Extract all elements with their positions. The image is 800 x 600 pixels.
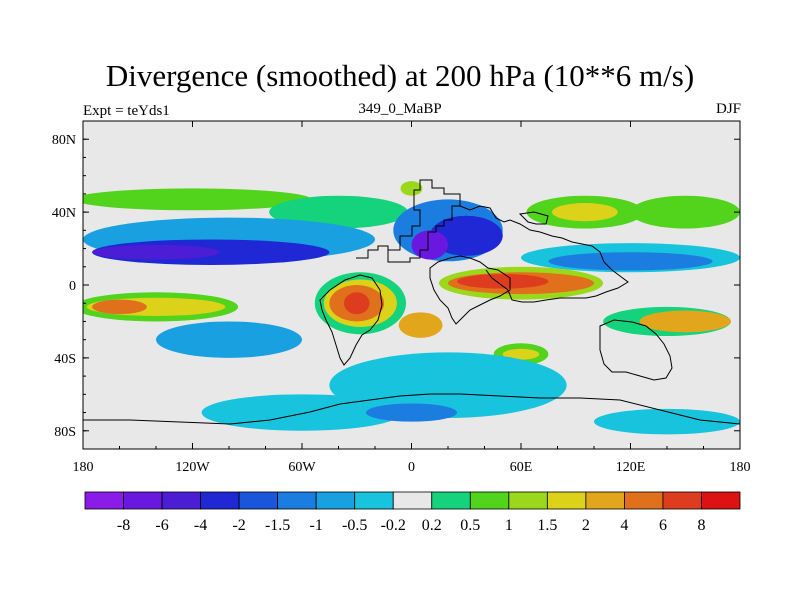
- y-axis: 80N 40N 0 40S 80S: [52, 133, 740, 440]
- field-region-26: [639, 310, 731, 333]
- divergence-field: [83, 181, 740, 435]
- colorbar-label-11: 1.5: [537, 517, 557, 534]
- colorbar-swatch-9: [431, 491, 471, 510]
- colorbar-label-4: -1.5: [265, 517, 290, 534]
- colorbar-swatch-7: [354, 491, 394, 510]
- x-tick-label-1: 120W: [175, 460, 210, 475]
- colorbar-swatch-15: [662, 491, 702, 510]
- x-tick-label-2: 60W: [288, 460, 316, 475]
- y-tick-label-3: 40S: [54, 352, 76, 367]
- field-region-13: [548, 252, 713, 271]
- field-region-32: [594, 408, 740, 435]
- y-tick-label-0: 80N: [52, 133, 76, 148]
- colorbar-label-5: -1: [310, 517, 323, 534]
- colorbar-swatch-4: [238, 491, 279, 510]
- colorbar: -8 -6 -4 -2 -1.5 -1 -0.5 -0.2 0.2 0.5 1 1.5 2 4 6 8: [84, 491, 741, 534]
- colorbar-label-13: 4: [620, 517, 628, 534]
- field-region-8: [92, 244, 220, 260]
- colorbar-swatch-16: [701, 491, 741, 510]
- field-region-30: [329, 352, 567, 419]
- colorbar-label-8: 0.2: [422, 517, 442, 534]
- field-region-2: [630, 195, 740, 229]
- colorbar-swatch-5: [277, 491, 317, 510]
- field-region-1: [269, 195, 408, 229]
- colorbar-swatch-1: [123, 491, 163, 510]
- colorbar-label-0: -8: [117, 517, 130, 534]
- y-tick-label-4: 80S: [54, 425, 76, 440]
- x-tick-label-6: 180: [730, 460, 751, 475]
- colorbar-label-10: 1: [505, 517, 513, 534]
- colorbar-label-1: -6: [155, 517, 168, 534]
- y-tick-label-2: 0: [69, 279, 76, 294]
- colorbar-swatch-12: [546, 491, 587, 510]
- coastline-antarctica: [83, 393, 740, 425]
- coastline-east-asia: [518, 211, 549, 225]
- field-region-28: [502, 348, 540, 360]
- field-region-20: [343, 292, 370, 315]
- colorbar-swatch-3: [200, 491, 240, 510]
- colorbar-swatch-0: [84, 491, 124, 510]
- x-axis: 180 120W 60W 0 60E 120E 180: [73, 121, 751, 475]
- colorbar-label-15: 8: [697, 517, 705, 534]
- field-region-4: [552, 203, 618, 222]
- y-tick-label-1: 40N: [52, 206, 76, 221]
- field-region-5: [400, 181, 423, 196]
- field-region-29: [156, 321, 302, 358]
- colorbar-label-9: 0.5: [460, 517, 480, 534]
- colorbar-label-7: -0.2: [381, 517, 406, 534]
- coastline-south-america: [319, 274, 383, 366]
- x-tick-label-3: 0: [408, 460, 415, 475]
- field-region-16: [92, 299, 147, 315]
- coastline-africa: [429, 255, 511, 325]
- field-region-24: [398, 312, 443, 338]
- colorbar-label-12: 2: [582, 517, 590, 534]
- run-label: 349_0_MaBP: [358, 101, 442, 117]
- experiment-label: Expt = teYds1: [83, 103, 170, 119]
- coastline-australia: [599, 319, 673, 381]
- colorbar-swatch-14: [624, 491, 664, 510]
- x-tick-label-4: 60E: [510, 460, 533, 475]
- season-label: DJF: [715, 101, 741, 117]
- colorbar-swatch-6: [315, 491, 356, 510]
- colorbar-swatch-2: [161, 491, 201, 510]
- field-region-23: [457, 274, 549, 289]
- field-region-0: [83, 188, 312, 211]
- coastline-north-america: [356, 179, 461, 263]
- field-region-11: [411, 230, 448, 260]
- x-tick-label-0: 180: [73, 460, 94, 475]
- colorbar-label-6: -0.5: [342, 517, 367, 534]
- coastline: [83, 179, 740, 425]
- colorbar-swatch-11: [508, 491, 548, 510]
- field-region-33: [365, 403, 458, 422]
- x-tick-label-5: 120E: [616, 460, 646, 475]
- colorbar-label-3: -2: [232, 517, 245, 534]
- chart-title: Divergence (smoothed) at 200 hPa (10**6 …: [105, 58, 695, 93]
- colorbar-label-2: -4: [194, 517, 207, 534]
- colorbar-label-14: 6: [659, 517, 667, 534]
- colorbar-swatch-8: [392, 491, 433, 510]
- coastline-eurasia: [459, 205, 629, 303]
- field-region-10: [429, 215, 503, 256]
- colorbar-swatch-13: [585, 491, 625, 510]
- colorbar-swatch-10: [469, 491, 510, 510]
